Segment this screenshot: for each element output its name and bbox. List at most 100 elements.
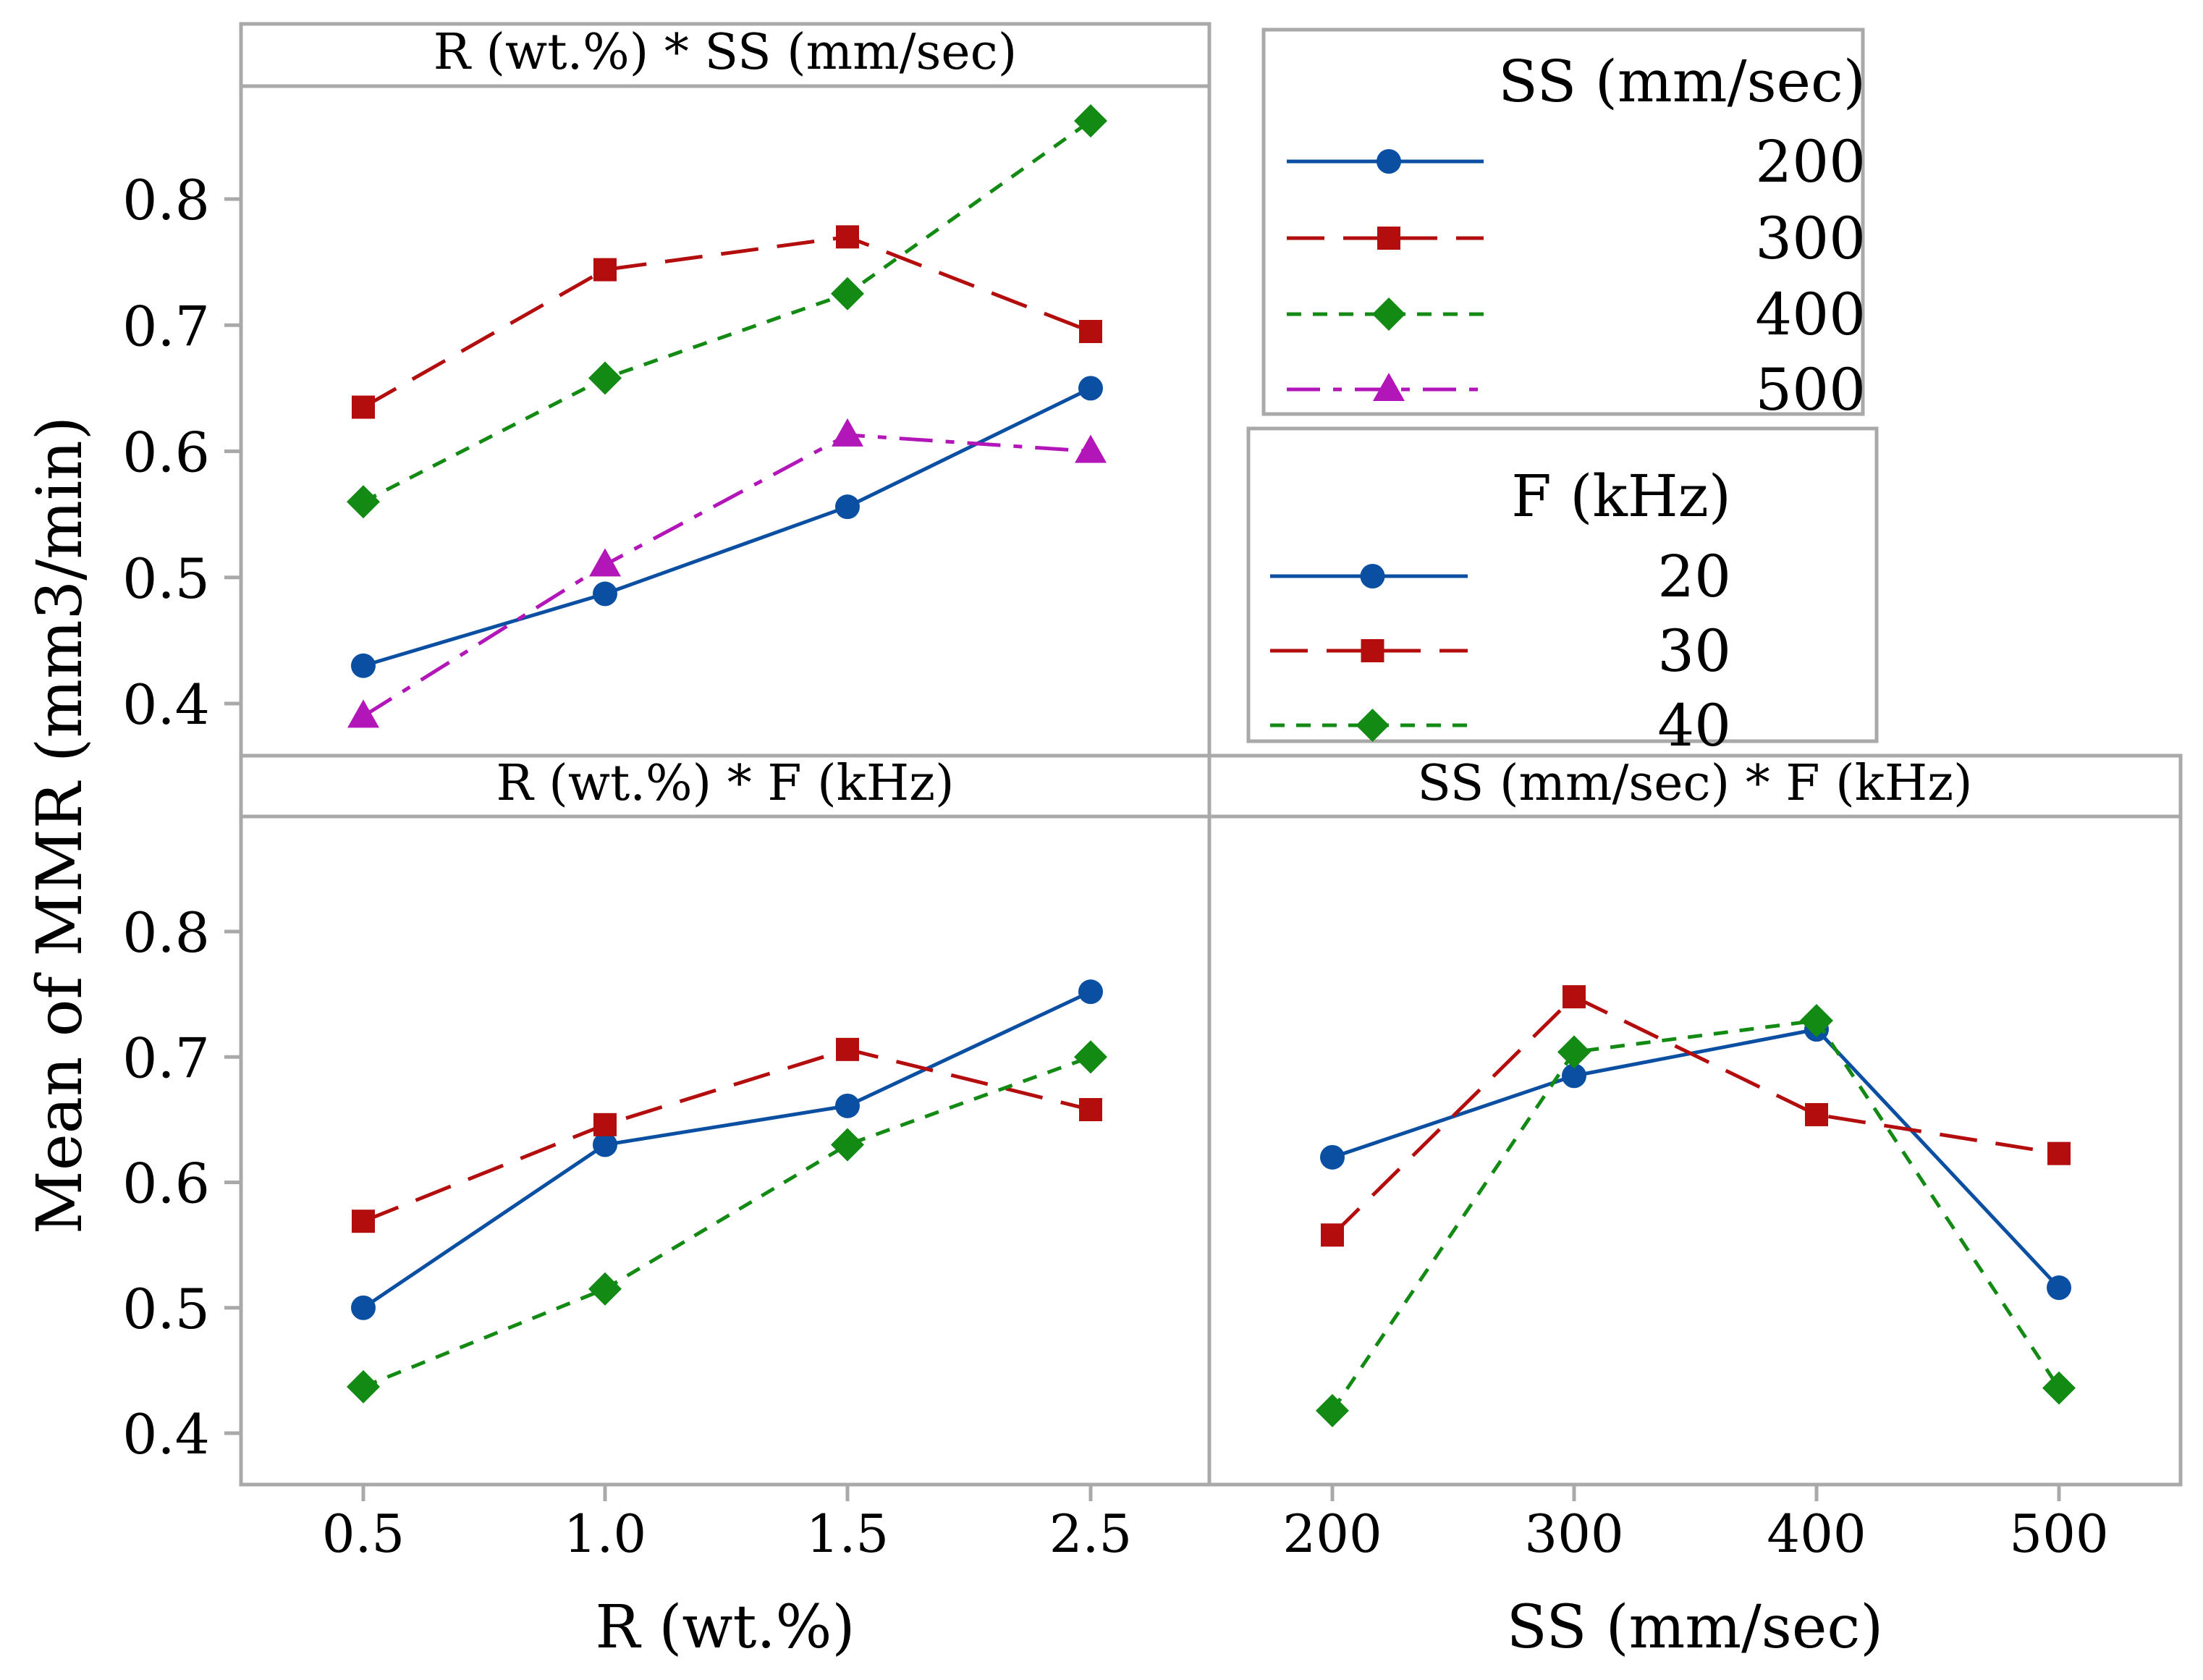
x-axis-label: R (wt.%) bbox=[596, 1593, 855, 1662]
legend-ss-box bbox=[1261, 28, 1865, 416]
series-30 bbox=[352, 1037, 1102, 1233]
y-tick-label: 0.8 bbox=[122, 168, 210, 232]
legend-ss: SS (mm/sec) 200 300 400 500 bbox=[1261, 28, 1866, 423]
series-line bbox=[1332, 1027, 2060, 1289]
data-point bbox=[1805, 1102, 1828, 1126]
legend-f-title: F (kHz) bbox=[1511, 463, 1731, 530]
data-point bbox=[593, 581, 617, 607]
data-point bbox=[1356, 709, 1390, 742]
legend-entry: 200 bbox=[1755, 128, 1866, 195]
panel-frame-r-ss bbox=[239, 22, 1212, 758]
series-300 bbox=[352, 225, 1102, 419]
data-point bbox=[2047, 1141, 2071, 1165]
data-point bbox=[1079, 1098, 1102, 1122]
data-point bbox=[1361, 639, 1384, 662]
panel-title: R (wt.%) * SS (mm/sec) bbox=[434, 24, 1018, 81]
legend-f: F (kHz) 20 30 40 bbox=[1246, 426, 1879, 759]
data-point bbox=[351, 1295, 376, 1320]
panels: R (wt.%) * SS (mm/sec) R (wt.%) * F (kHz)… bbox=[322, 24, 2109, 1662]
x-tick-label: 300 bbox=[1524, 1503, 1623, 1564]
series-line bbox=[1331, 995, 2060, 1237]
data-point bbox=[593, 258, 617, 282]
x-axis-label: SS (mm/sec) bbox=[1507, 1593, 1884, 1662]
y-axis-top: 0.4 0.5 0.6 0.7 0.8 bbox=[122, 168, 241, 737]
legend-entry: 20 bbox=[1657, 543, 1731, 610]
data-point bbox=[836, 225, 859, 249]
data-point bbox=[1562, 1063, 1586, 1089]
y-tick-label: 0.5 bbox=[122, 546, 210, 611]
x-tick-label: 200 bbox=[1282, 1503, 1382, 1564]
series-line bbox=[363, 387, 1092, 668]
data-point bbox=[588, 361, 622, 395]
data-point bbox=[347, 485, 380, 519]
y-axis-label: Mean of MMR (mm3/min) bbox=[24, 416, 96, 1234]
series-20 bbox=[1320, 1017, 2071, 1301]
legend-entry: 40 bbox=[1657, 692, 1731, 759]
data-point bbox=[835, 494, 860, 520]
legends: SS (mm/sec) 200 300 400 500 F (kHz) 20 30 40 bbox=[1246, 28, 1879, 759]
series-30 bbox=[1321, 985, 2071, 1247]
data-point bbox=[1079, 319, 1102, 343]
data-point bbox=[347, 1369, 380, 1403]
series-line bbox=[362, 235, 1091, 409]
x-tick-label: 1.0 bbox=[564, 1503, 647, 1564]
data-point bbox=[831, 277, 864, 311]
data-point bbox=[1321, 1223, 1344, 1247]
y-tick-label: 0.5 bbox=[122, 1277, 210, 1341]
legend-entry: 300 bbox=[1755, 205, 1866, 272]
data-point bbox=[1078, 376, 1103, 401]
data-point bbox=[2042, 1371, 2076, 1405]
data-point bbox=[1377, 149, 1401, 174]
data-point bbox=[1800, 1004, 1833, 1038]
y-tick-label: 0.6 bbox=[122, 421, 210, 485]
x-tick-label: 2.5 bbox=[1049, 1503, 1133, 1564]
legend-entry: 400 bbox=[1755, 281, 1866, 348]
data-point bbox=[835, 1093, 860, 1118]
data-point bbox=[1557, 1035, 1591, 1069]
y-tick-label: 0.6 bbox=[122, 1152, 210, 1216]
data-point bbox=[1360, 564, 1385, 588]
series-20 bbox=[351, 979, 1103, 1320]
data-point bbox=[347, 699, 379, 728]
data-point bbox=[2047, 1275, 2071, 1301]
series-line bbox=[363, 1055, 1091, 1389]
series-line bbox=[1330, 1018, 2061, 1412]
y-tick-label: 0.4 bbox=[122, 672, 210, 737]
panel-1: R (wt.%) * SS (mm/sec) bbox=[347, 24, 1107, 728]
data-point bbox=[1377, 227, 1400, 250]
data-point bbox=[1320, 1144, 1345, 1170]
series-500 bbox=[347, 418, 1107, 728]
data-point bbox=[1075, 434, 1107, 463]
y-tick-label: 0.7 bbox=[122, 1026, 210, 1090]
y-tick-label: 0.4 bbox=[122, 1402, 210, 1466]
x-tick-label: 400 bbox=[1767, 1503, 1866, 1564]
panel-3: SS (mm/sec) * F (kHz) 200 300 400 500 SS (mm/… bbox=[1282, 755, 2108, 1662]
series-line bbox=[362, 433, 1091, 718]
data-point bbox=[1372, 297, 1405, 331]
data-point bbox=[589, 548, 621, 577]
x-tick-label: 1.5 bbox=[806, 1503, 889, 1564]
x-tick-label: 500 bbox=[2009, 1503, 2108, 1564]
panel-title: SS (mm/sec) * F (kHz) bbox=[1417, 755, 1972, 812]
data-point bbox=[1563, 985, 1586, 1009]
data-point bbox=[832, 418, 863, 447]
series-200 bbox=[351, 376, 1103, 678]
series-400 bbox=[347, 104, 1107, 519]
data-point bbox=[588, 1272, 622, 1306]
data-point bbox=[352, 1210, 375, 1233]
panel-title: R (wt.%) * F (kHz) bbox=[496, 755, 954, 812]
legend-entry: 500 bbox=[1755, 356, 1866, 423]
legend-ss-title: SS (mm/sec) bbox=[1498, 48, 1866, 115]
panel-2: R (wt.%) * F (kHz) 0.5 1.0 1.5 2.5 R (wt.%) bbox=[322, 755, 1133, 1662]
series-line bbox=[363, 1047, 1091, 1223]
series-40 bbox=[347, 1040, 1107, 1403]
x-tick-label: 0.5 bbox=[322, 1503, 405, 1564]
y-axis-bottom: 0.4 0.5 0.6 0.7 0.8 bbox=[122, 900, 241, 1466]
series-line bbox=[362, 989, 1092, 1309]
data-point bbox=[1316, 1393, 1349, 1427]
panel-frames: 0.4 0.5 0.6 0.7 0.8 0.4 0.5 0.6 0.7 0.8 bbox=[122, 22, 2183, 1487]
data-point bbox=[836, 1037, 859, 1061]
data-point bbox=[1074, 104, 1107, 138]
y-tick-label: 0.8 bbox=[122, 900, 210, 965]
